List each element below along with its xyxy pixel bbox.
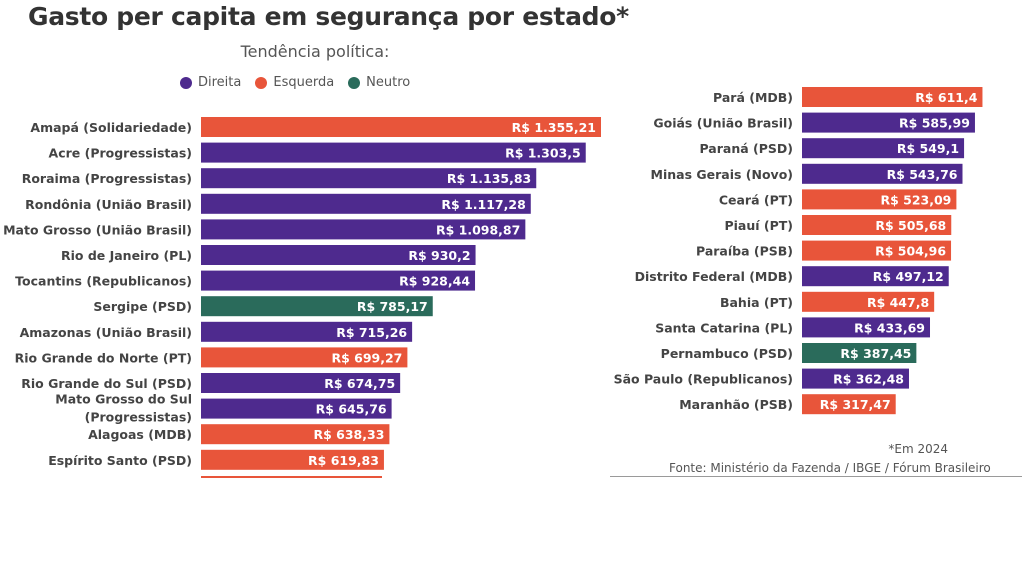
value-label: R$ 638,33 xyxy=(313,427,384,442)
category-label: Ceará (PT) xyxy=(719,192,793,207)
bar-left-6 xyxy=(201,270,476,291)
bar-left-12 xyxy=(201,424,390,445)
category-label: Tocantins (Republicanos) xyxy=(15,274,192,289)
value-label: R$ 362,48 xyxy=(833,372,904,387)
value-label: R$ 928,44 xyxy=(399,274,470,289)
value-label: R$ 1.098,87 xyxy=(436,222,520,237)
category-label: Rondônia (União Brasil) xyxy=(25,197,192,212)
bar-left-4 xyxy=(201,219,526,240)
bar-right-3 xyxy=(802,163,963,184)
bar-left-3 xyxy=(201,193,531,214)
value-label: R$ 715,26 xyxy=(336,325,407,340)
value-label: R$ 930,2 xyxy=(408,248,470,263)
category-label: Bahia (PT) xyxy=(720,295,793,310)
bar-left-2 xyxy=(201,168,537,189)
divider-line xyxy=(610,476,1022,477)
bar-left-13 xyxy=(201,449,384,470)
bar-left-10 xyxy=(201,373,401,393)
value-label: R$ 1.303,5 xyxy=(505,146,581,161)
value-label: R$ 543,76 xyxy=(887,167,958,182)
category-label: São Paulo (Republicanos) xyxy=(614,372,793,387)
category-label: Amapá (Solidariedade) xyxy=(30,120,192,135)
value-label: R$ 549,1 xyxy=(897,141,959,156)
legend: Direita Esquerda Neutro xyxy=(180,75,410,90)
value-label: R$ 447,8 xyxy=(867,295,929,310)
value-label: R$ 433,69 xyxy=(854,320,925,335)
value-label: R$ 674,75 xyxy=(324,376,395,391)
legend-label-esquerda: Esquerda xyxy=(273,75,335,90)
category-label: Amazonas (União Brasil) xyxy=(20,325,192,340)
category-label: Pernambuco (PSD) xyxy=(661,346,793,361)
bar-right-7 xyxy=(802,266,949,287)
bar-right-5 xyxy=(802,215,952,235)
value-label: R$ 645,76 xyxy=(316,402,387,417)
partial-bar-cutoff xyxy=(201,476,382,478)
legend-item-neutro: Neutro xyxy=(348,75,410,90)
value-label: R$ 585,99 xyxy=(899,116,970,131)
category-label: Piauí (PT) xyxy=(724,218,793,233)
bar-right-8 xyxy=(802,291,935,312)
category-label: Sergipe (PSD) xyxy=(93,299,192,314)
footnote: *Em 2024 xyxy=(888,442,948,456)
category-label: Acre (Progressistas) xyxy=(49,146,192,161)
category-label: Roraima (Progressistas) xyxy=(22,171,192,186)
bar-right-1 xyxy=(802,112,975,133)
legend-item-direita: Direita xyxy=(180,75,241,90)
bar-left-11 xyxy=(201,398,392,419)
bar-right-6 xyxy=(802,240,952,261)
bar-left-7 xyxy=(201,296,433,317)
category-label: (Progressistas) xyxy=(85,410,192,425)
bar-right-4 xyxy=(802,189,957,210)
bar-left-0 xyxy=(201,117,601,137)
category-label: Mato Grosso do Sul xyxy=(55,392,192,407)
category-label: Distrito Federal (MDB) xyxy=(635,269,793,284)
source-note: Fonte: Ministério da Fazenda / IBGE / Fó… xyxy=(669,461,991,475)
category-label: Paraíba (PSB) xyxy=(696,244,793,259)
bar-right-0 xyxy=(802,87,983,107)
bar-right-12 xyxy=(802,394,896,415)
bar-left-5 xyxy=(201,245,476,265)
category-label: Goiás (União Brasil) xyxy=(653,116,793,131)
value-label: R$ 699,27 xyxy=(331,350,402,365)
value-label: R$ 785,17 xyxy=(357,299,428,314)
bar-right-2 xyxy=(802,138,965,159)
legend-label-direita: Direita xyxy=(198,75,242,90)
value-label: R$ 1.135,83 xyxy=(447,171,531,186)
category-label: Rio Grande do Norte (PT) xyxy=(15,350,192,365)
chart-title: Gasto per capita em segurança por estado… xyxy=(28,2,629,31)
bar-right-10 xyxy=(802,343,917,363)
bar-right-9 xyxy=(802,317,931,338)
legend-item-esquerda: Esquerda xyxy=(255,75,334,90)
value-label: R$ 387,45 xyxy=(840,346,911,361)
category-label: Santa Catarina (PL) xyxy=(655,320,793,335)
legend-dot-esquerda-icon xyxy=(255,76,268,89)
value-label: R$ 497,12 xyxy=(873,269,944,284)
value-label: R$ 611,4 xyxy=(915,90,978,105)
bar-left-9 xyxy=(201,347,408,368)
category-label: Rio de Janeiro (PL) xyxy=(61,248,192,263)
category-label: Mato Grosso (União Brasil) xyxy=(3,222,192,237)
legend-label-neutro: Neutro xyxy=(366,75,411,90)
category-label: Alagoas (MDB) xyxy=(88,427,192,442)
category-label: Rio Grande do Sul (PSD) xyxy=(21,376,192,391)
category-label: Paraná (PSD) xyxy=(699,141,793,156)
value-label: R$ 317,47 xyxy=(820,397,891,412)
legend-dot-direita-icon xyxy=(180,76,192,89)
value-label: R$ 1.117,28 xyxy=(441,197,525,212)
bar-left-8 xyxy=(201,321,413,342)
bar-right-11 xyxy=(802,368,909,389)
category-label: Minas Gerais (Novo) xyxy=(651,167,793,182)
value-label: R$ 619,83 xyxy=(308,453,379,468)
legend-dot-neutro-icon xyxy=(348,76,361,89)
value-label: R$ 1.355,21 xyxy=(512,120,596,135)
chart-subtitle: Tendência política: xyxy=(240,42,390,61)
category-label: Espírito Santo (PSD) xyxy=(48,453,192,468)
category-label: Pará (MDB) xyxy=(713,90,793,105)
category-label: Maranhão (PSB) xyxy=(679,397,793,412)
bar-left-1 xyxy=(201,142,586,163)
value-label: R$ 504,96 xyxy=(875,244,946,259)
value-label: R$ 523,09 xyxy=(880,192,951,207)
value-label: R$ 505,68 xyxy=(875,218,946,233)
